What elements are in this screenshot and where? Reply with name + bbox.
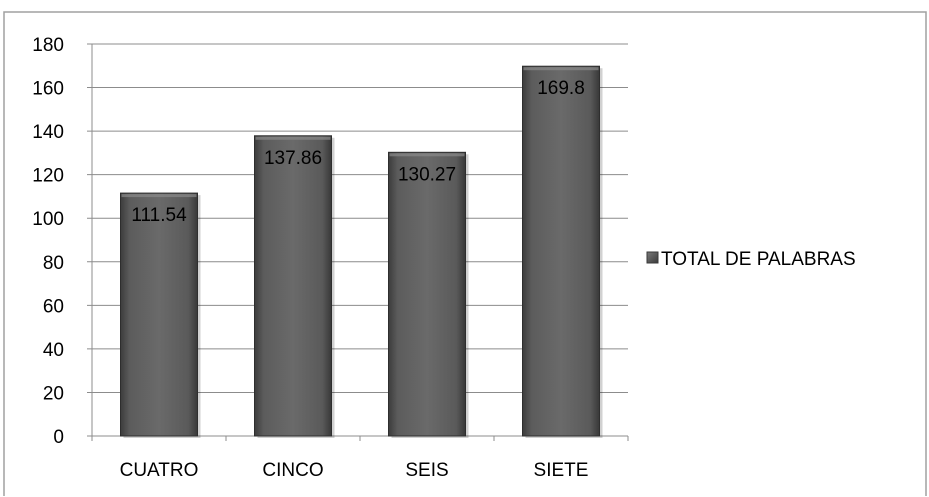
data-label: 111.54	[131, 205, 187, 226]
y-tick-label: 180	[32, 35, 64, 56]
y-tick-label: 20	[43, 383, 64, 404]
bars	[120, 65, 603, 439]
y-tick-label: 100	[32, 209, 64, 230]
y-tick-label: 120	[32, 166, 64, 187]
x-tick-label: SEIS	[405, 460, 448, 481]
bar-siete	[522, 65, 600, 437]
legend-swatch	[646, 251, 659, 264]
bar-cinco	[254, 135, 332, 437]
y-tick-label: 40	[43, 340, 64, 361]
y-tick-label: 0	[53, 427, 64, 448]
data-label: 130.27	[398, 164, 456, 185]
y-tick-label: 160	[32, 79, 64, 100]
bar-highlight	[255, 136, 331, 140]
y-tick-label: 60	[43, 296, 64, 317]
y-axis-ticks: 0 20 40 60 80 100 120 140 160 180	[32, 35, 64, 448]
y-tick-label: 140	[32, 122, 64, 143]
data-label: 169.8	[537, 78, 585, 99]
data-label: 137.86	[264, 148, 322, 169]
bar-highlight	[523, 67, 599, 71]
x-tick-label: CINCO	[262, 460, 323, 481]
x-axis-ticks: CUATRO CINCO SEIS SIETE	[120, 460, 589, 481]
legend-label: TOTAL DE PALABRAS	[661, 249, 856, 270]
bar-cuatro	[120, 192, 198, 437]
data-labels: 111.54 137.86 130.27 169.8	[131, 78, 584, 226]
legend: TOTAL DE PALABRAS	[646, 249, 856, 270]
x-tick-label: CUATRO	[120, 460, 199, 481]
bar-highlight	[121, 194, 197, 198]
chart-border	[3, 11, 927, 496]
bar-highlight	[389, 153, 465, 157]
bar-seis	[388, 151, 466, 437]
x-tick-label: SIETE	[534, 460, 589, 481]
y-tick-label: 80	[43, 253, 64, 274]
